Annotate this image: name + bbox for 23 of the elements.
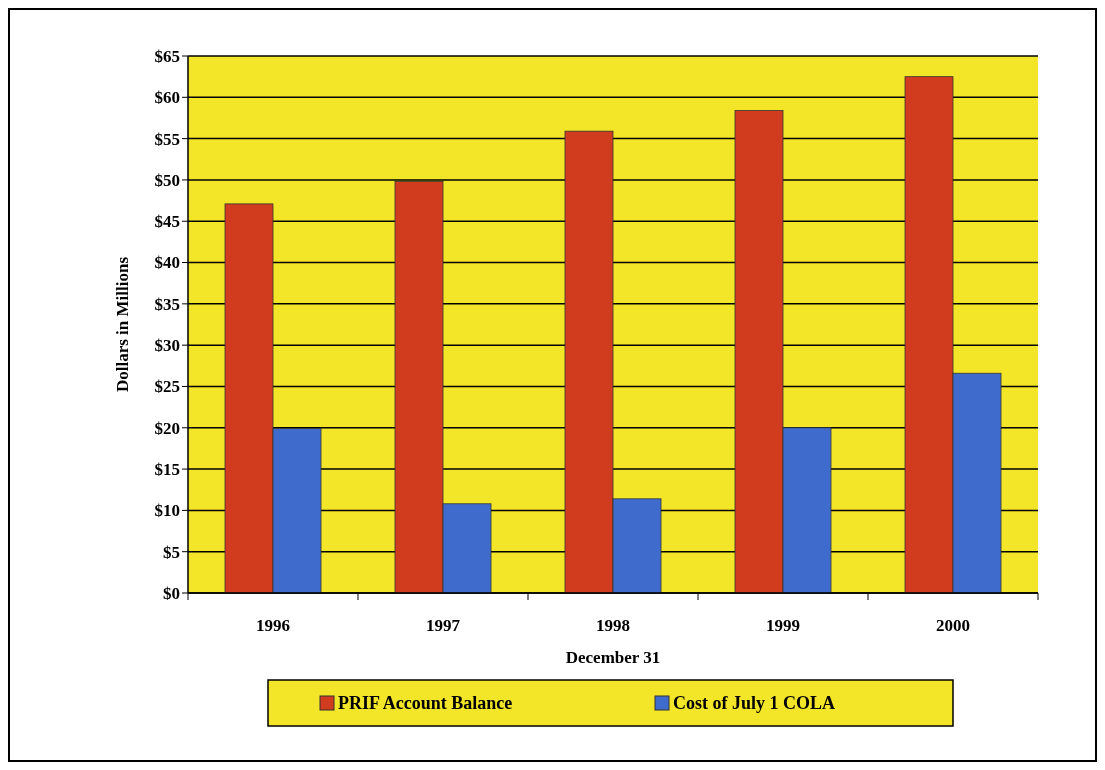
y-tick-label: $35: [154, 294, 180, 314]
y-tick-label: $20: [154, 418, 180, 438]
y-tick-label: $10: [154, 501, 180, 521]
y-tick-label: $0: [163, 583, 180, 603]
y-tick-label: $65: [154, 46, 180, 66]
x-tick-label: 1997: [426, 616, 461, 635]
x-tick-label: 1996: [256, 616, 290, 635]
y-tick-label: $50: [154, 170, 180, 190]
y-tick-label: $15: [154, 460, 180, 480]
y-tick-label: $25: [154, 377, 180, 397]
y-axis-title: Dollars in Millions: [113, 256, 132, 393]
x-tick-label: 1998: [596, 616, 630, 635]
y-tick-label: $5: [163, 542, 180, 562]
y-tick-label: $30: [154, 336, 180, 356]
x-axis-title: December 31: [565, 648, 661, 667]
x-tick-label: 2000: [936, 616, 970, 635]
y-tick-label: $45: [154, 212, 180, 232]
y-tick-label: $55: [154, 129, 180, 149]
legend-label: PRIF Account Balance: [338, 693, 513, 713]
y-tick-label: $40: [154, 253, 180, 273]
x-tick-label: 1999: [766, 616, 800, 635]
y-tick-label: $60: [154, 88, 180, 108]
legend-label: Cost of July 1 COLA: [673, 693, 836, 713]
